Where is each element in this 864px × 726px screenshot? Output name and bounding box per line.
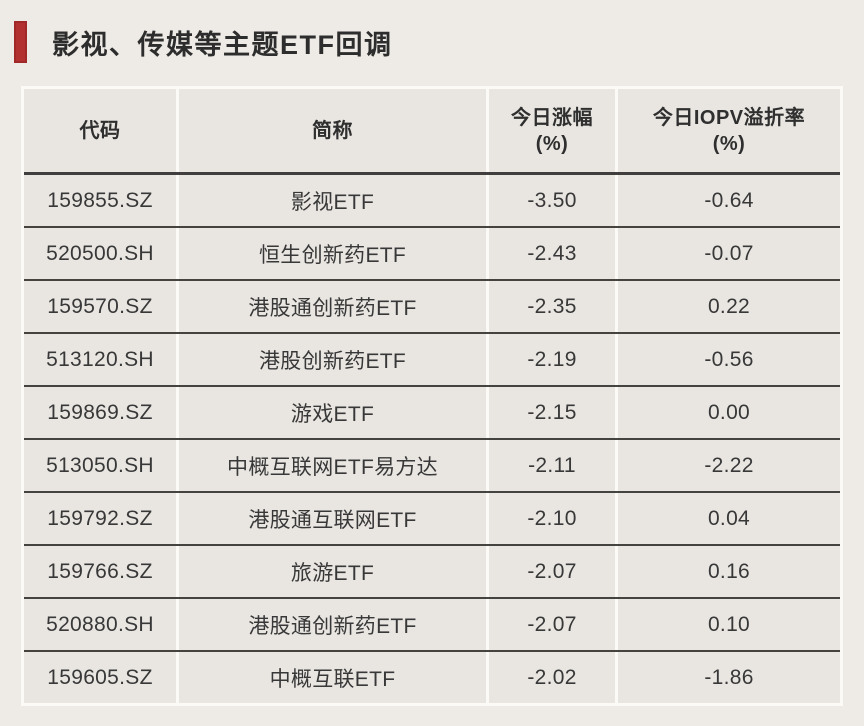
change-cell: -2.11 [489,440,618,491]
code-cell: 159855.SZ [24,175,179,226]
table-row: 159792.SZ 港股通互联网ETF -2.10 0.04 [24,491,840,544]
table-row: 159570.SZ 港股通创新药ETF -2.35 0.22 [24,279,840,332]
change-cell: -2.07 [489,599,618,650]
table-row: 513120.SH 港股创新药ETF -2.19 -0.56 [24,332,840,385]
page-title: 影视、传媒等主题ETF回调 [52,29,393,60]
iopv-cell: 0.04 [707,506,751,530]
change-cell: -2.15 [489,387,618,438]
name-cell: 恒生创新药ETF [179,228,489,279]
change-cell: -2.19 [489,334,618,385]
code-cell: 513120.SH [24,334,179,385]
name-cell: 中概互联网ETF易方达 [179,440,489,491]
header-name: 简称 [179,89,489,172]
code-cell: 159792.SZ [24,493,179,544]
header-change-unit: (%) [535,132,569,155]
change-cell: -2.02 [489,652,618,703]
header-iopv-unit: (%) [712,132,746,155]
table-row: 159869.SZ 游戏ETF -2.15 0.00 [24,385,840,438]
header-code-label: 代码 [79,119,121,142]
change-cell: -2.10 [489,493,618,544]
iopv-cell: 0.22 [707,294,751,318]
name-cell: 港股通创新药ETF [179,599,489,650]
header-iopv-label: 今日IOPV溢折率 [652,106,806,129]
header-name-label: 简称 [312,119,353,142]
iopv-cell: -2.22 [704,453,754,477]
name-cell: 港股通创新药ETF [179,281,489,332]
header-iopv: 今日IOPV溢折率 (%) [618,89,840,172]
table-row: 520500.SH 恒生创新药ETF -2.43 -0.07 [24,226,840,279]
iopv-cell: -0.56 [704,347,754,371]
table-row: 513050.SH 中概互联网ETF易方达 -2.11 -2.22 [24,438,840,491]
code-cell: 159869.SZ [24,387,179,438]
iopv-cell: -0.07 [704,241,754,265]
code-cell: 159570.SZ [24,281,179,332]
name-cell: 中概互联ETF [179,652,489,703]
header-code: 代码 [24,89,179,172]
code-cell: 520880.SH [24,599,179,650]
table-row: 159766.SZ 旅游ETF -2.07 0.16 [24,544,840,597]
name-cell: 港股通互联网ETF [179,493,489,544]
change-cell: -3.50 [489,175,618,226]
table-row: 159855.SZ 影视ETF -3.50 -0.64 [24,175,840,226]
iopv-cell: 0.00 [707,400,751,424]
iopv-cell: 0.10 [707,612,751,636]
table-row: 159605.SZ 中概互联ETF -2.02 -1.86 [24,650,840,703]
code-cell: 520500.SH [24,228,179,279]
header-change-label: 今日涨幅 [511,106,593,129]
red-accent-bar [14,21,27,63]
code-cell: 159766.SZ [24,546,179,597]
name-cell: 游戏ETF [179,387,489,438]
change-cell: -2.43 [489,228,618,279]
iopv-cell: -1.86 [704,665,754,689]
code-cell: 159605.SZ [24,652,179,703]
iopv-cell: 0.16 [707,559,751,583]
table-row: 520880.SH 港股通创新药ETF -2.07 0.10 [24,597,840,650]
code-cell: 513050.SH [24,440,179,491]
iopv-cell: -0.64 [704,188,754,212]
change-cell: -2.07 [489,546,618,597]
table-header-row: 代码 简称 今日涨幅 (%) 今日IOPV溢折率 (%) [24,89,840,175]
header-change: 今日涨幅 (%) [489,89,618,172]
name-cell: 影视ETF [179,175,489,226]
section-title-block: 影视、传媒等主题ETF回调 [14,21,393,63]
change-cell: -2.35 [489,281,618,332]
name-cell: 港股创新药ETF [179,334,489,385]
name-cell: 旅游ETF [179,546,489,597]
etf-table: 代码 简称 今日涨幅 (%) 今日IOPV溢折率 (%) 159855.SZ 影… [21,86,843,706]
